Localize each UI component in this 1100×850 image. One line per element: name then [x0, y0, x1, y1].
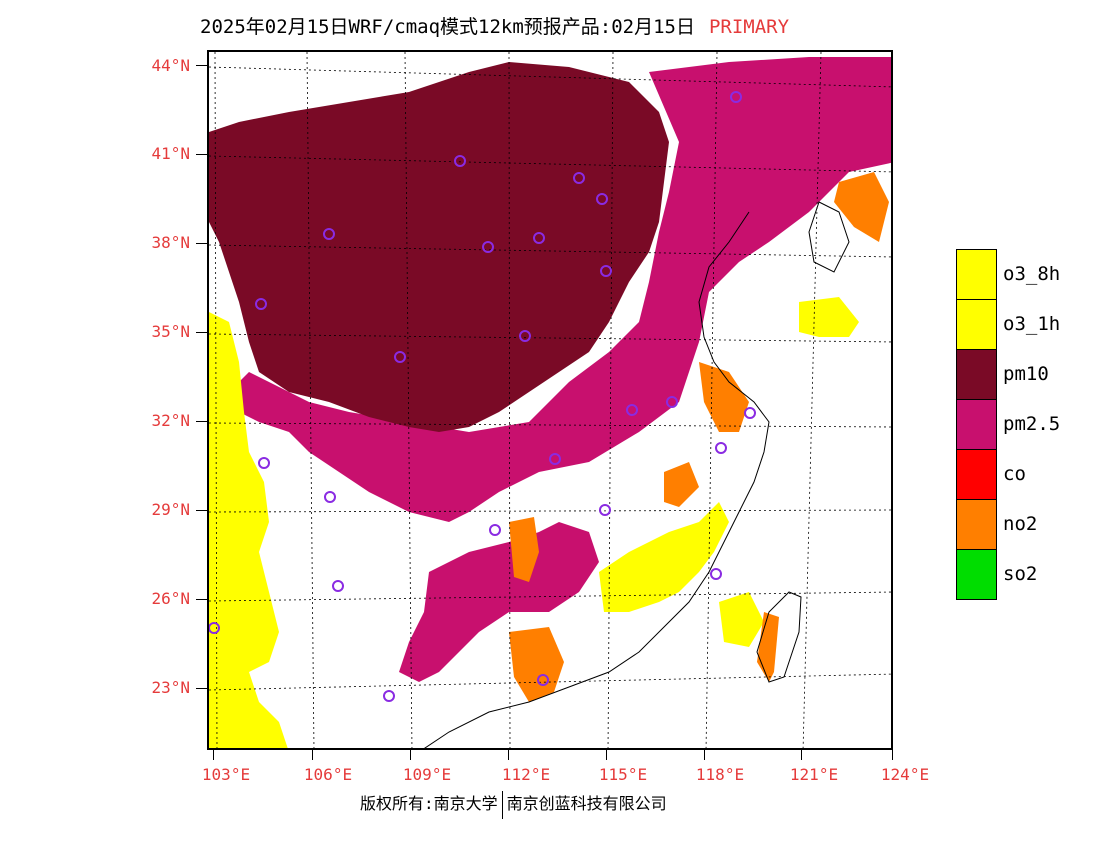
lat-tick [196, 332, 207, 333]
lon-tick [801, 750, 802, 760]
lat-label-44: 44°N [151, 56, 190, 75]
no2-region-korea [834, 172, 889, 242]
o3-region-west [209, 312, 288, 748]
pm25-region-south [399, 522, 599, 682]
legend-swatch [956, 249, 997, 299]
lon-label-118: 118°E [695, 765, 745, 784]
lat-tick [196, 599, 207, 600]
lon-label-121: 121°E [789, 765, 839, 784]
map-title: 2025年02月15日WRF/cmaq模式12km预报产品:02月15日 PRIM… [200, 12, 789, 39]
legend-label: pm2.5 [1003, 413, 1061, 435]
o3-region-east [599, 502, 729, 612]
lat-tick [196, 510, 207, 511]
no2-region-guangdong [509, 627, 564, 702]
no2-region-fujian [664, 462, 699, 507]
lon-label-112: 112°E [501, 765, 551, 784]
lat-tick [196, 154, 207, 155]
lat-label-41: 41°N [151, 144, 190, 163]
lon-label-109: 109°E [402, 765, 452, 784]
legend-label: pm10 [1003, 363, 1049, 385]
no2-region-yangtze [699, 362, 749, 432]
legend-swatch [956, 349, 997, 399]
lat-label-26: 26°N [151, 589, 190, 608]
legend-swatch [956, 499, 997, 549]
pm25-region-north [229, 57, 891, 522]
graticule [209, 52, 891, 748]
legend-label: so2 [1003, 563, 1038, 585]
legend-label: o3_1h [1003, 313, 1061, 335]
lat-label-29: 29°N [151, 500, 190, 519]
legend-item-o3-8h: o3_8h [956, 249, 1060, 299]
lat-tick [196, 65, 207, 66]
map-canvas [209, 52, 891, 748]
o3-region-sea [799, 297, 859, 337]
legend-item-so2: so2 [956, 548, 1060, 600]
legend-label: co [1003, 463, 1026, 485]
lon-tick [892, 750, 893, 760]
title-main: 2025年02月15日WRF/cmaq模式12km预报产品:02月15日 [200, 16, 695, 38]
legend-item-no2: no2 [956, 499, 1060, 549]
lon-tick [213, 750, 214, 760]
pm10-region [209, 62, 669, 432]
shandong-outline [808, 201, 850, 273]
legend-swatch [956, 548, 997, 600]
no2-region-hunan [509, 517, 539, 582]
lon-tick [312, 750, 313, 760]
lon-tick [410, 750, 411, 760]
copyright-footer: 版权所有:南京大学 南京创蓝科技有限公司 [360, 790, 667, 819]
copyright-left: 版权所有:南京大学 [360, 794, 498, 813]
lon-label-103: 103°E [201, 765, 251, 784]
coastline [424, 211, 770, 748]
lon-tick [606, 750, 607, 760]
taiwan-outline [756, 591, 802, 683]
legend-label: no2 [1003, 513, 1038, 535]
legend-item-o3-1h: o3_1h [956, 299, 1060, 349]
copyright-right: 南京创蓝科技有限公司 [506, 794, 667, 813]
legend-swatch [956, 299, 997, 349]
station-markers [209, 91, 756, 702]
lat-label-32: 32°N [151, 411, 190, 430]
o3-region-fujian [719, 592, 764, 647]
lat-tick [196, 688, 207, 689]
lon-label-106: 106°E [303, 765, 353, 784]
lon-tick [508, 750, 509, 760]
lat-label-35: 35°N [151, 322, 190, 341]
lon-label-115: 115°E [598, 765, 648, 784]
lat-tick [196, 243, 207, 244]
footer-divider [501, 790, 503, 819]
legend-item-pm10: pm10 [956, 349, 1060, 399]
lon-tick [704, 750, 705, 760]
legend-label: o3_8h [1003, 263, 1061, 285]
lat-label-23: 23°N [151, 678, 190, 697]
lat-label-38: 38°N [151, 233, 190, 252]
title-tag: PRIMARY [708, 16, 790, 38]
legend-item-co: co [956, 449, 1060, 499]
legend-swatch [956, 399, 997, 449]
pollutant-map [207, 50, 893, 750]
legend: o3_8h o3_1h pm10 pm2.5 co no2 so2 [956, 249, 1060, 600]
legend-item-pm25: pm2.5 [956, 399, 1060, 449]
legend-swatch [956, 449, 997, 499]
lon-label-124: 124°E [880, 765, 930, 784]
lat-tick [196, 421, 207, 422]
